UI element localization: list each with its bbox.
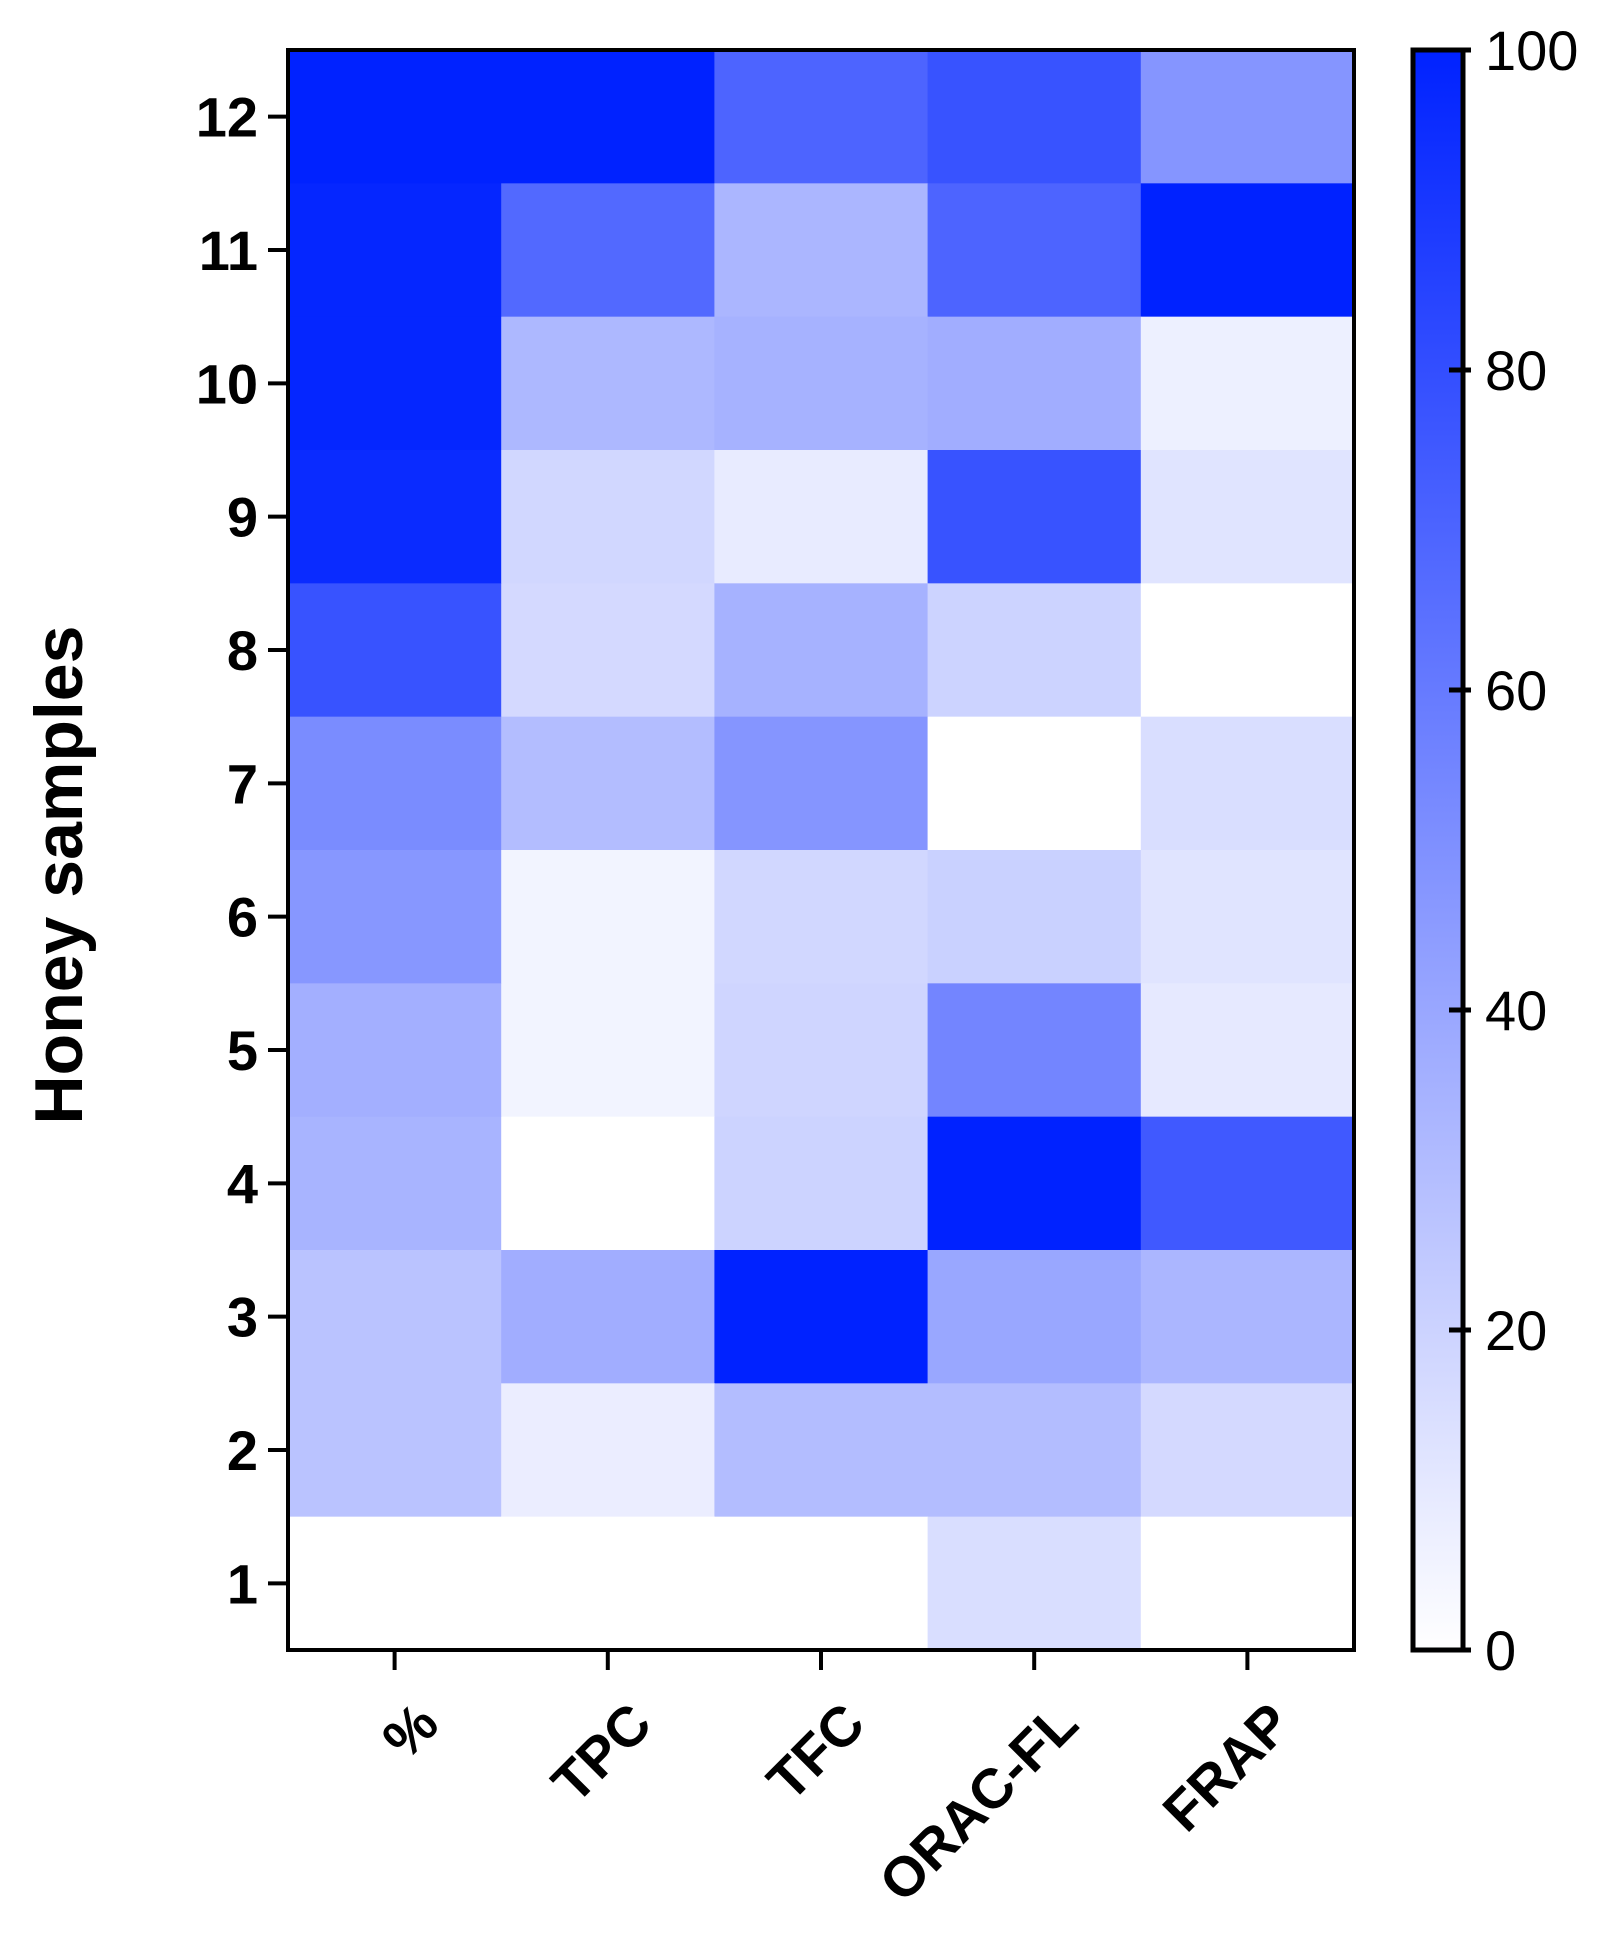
heatmap-cell [288, 50, 502, 184]
heatmap-cell [288, 183, 502, 318]
heatmap-cell [927, 450, 1142, 584]
row-tick-label: 10 [196, 352, 258, 415]
heatmap-cell [501, 1250, 715, 1384]
heatmap-cell [1140, 983, 1355, 1118]
heatmap-cell [501, 316, 715, 451]
heatmap-cell [927, 1116, 1142, 1251]
heatmap-cell [927, 716, 1142, 851]
heatmap-plot-area [286, 48, 1356, 1652]
row-tick-label: 2 [227, 1419, 258, 1482]
row-tick-label: 6 [227, 886, 258, 949]
heatmap-cell [1140, 183, 1355, 318]
heatmap-cell [288, 716, 502, 851]
column-tick-label: TFC [755, 1691, 877, 1813]
heatmap-cell [714, 1116, 929, 1251]
heatmap-cell [714, 450, 929, 584]
heatmap-cell [927, 183, 1142, 318]
colorbar-frame [1410, 47, 1466, 1653]
column-tick-label: TPC [539, 1691, 663, 1815]
heatmap-cell [1140, 850, 1355, 984]
heatmap-cell [501, 983, 715, 1118]
row-tick-group: 12 11 10 9 8 7 6 5 4 3 2 1 [196, 86, 288, 1615]
heatmap-cell [288, 583, 502, 718]
heatmap-cell [714, 50, 929, 184]
heatmap-cell [927, 850, 1142, 984]
heatmap-cell [1140, 1516, 1355, 1651]
heatmap-cell [288, 983, 502, 1118]
colorbar-tick-label: 80 [1485, 339, 1547, 402]
heatmap-cell [714, 316, 929, 451]
heatmap-cell [1140, 1383, 1355, 1518]
heatmap-cell [1140, 1116, 1355, 1251]
heatmap-cell [288, 1516, 502, 1651]
column-tick-label: FRAP [1150, 1691, 1302, 1843]
heatmap-cell [288, 1116, 502, 1251]
row-tick-label: 11 [199, 219, 258, 282]
heatmap-cell [927, 316, 1142, 451]
heatmap-cell [288, 850, 502, 984]
heatmap-cell [1140, 316, 1355, 451]
heatmap-cell [714, 583, 929, 718]
colorbar-tick-label: 60 [1485, 659, 1547, 722]
heatmap-cell [927, 1383, 1142, 1518]
heatmap-cell [288, 1383, 502, 1518]
heatmap-cell [714, 716, 929, 851]
row-tick-label: 1 [227, 1552, 258, 1615]
heatmap-cell [927, 1250, 1142, 1384]
heatmap-cell [501, 183, 715, 318]
colorbar-tick-label: 0 [1485, 1619, 1516, 1682]
heatmap-cell [1140, 450, 1355, 584]
column-tick-label: ORAC-FL [867, 1691, 1090, 1914]
heatmap-cell [714, 1250, 929, 1384]
heatmap-cell [927, 1516, 1142, 1651]
row-tick-label: 12 [196, 86, 258, 149]
heatmap-cell [288, 1250, 502, 1384]
heatmap-cell [927, 583, 1142, 718]
heatmap-cell [1140, 1250, 1355, 1384]
heatmap-cell [714, 850, 929, 984]
heatmap-cell [714, 1516, 929, 1651]
heatmap-cell [927, 983, 1142, 1118]
row-tick-label: 4 [227, 1152, 258, 1215]
heatmap-cell [288, 316, 502, 451]
colorbar-tick-label: 40 [1485, 979, 1547, 1042]
column-tick-label: % [370, 1691, 450, 1771]
heatmap-cell [501, 1516, 715, 1651]
row-tick-label: 7 [227, 752, 258, 815]
row-tick-label: 5 [227, 1019, 258, 1082]
heatmap-cell [714, 1383, 929, 1518]
heatmap-cell [501, 1383, 715, 1518]
heatmap-cell [501, 850, 715, 984]
row-tick-label: 8 [227, 619, 258, 682]
heatmap-cell [501, 583, 715, 718]
heatmap-cell [288, 450, 502, 584]
colorbar: 0 20 40 60 80 100 [1410, 19, 1578, 1682]
heatmap-cell [501, 450, 715, 584]
y-axis-label: Honey samples [21, 626, 97, 1125]
row-tick-label: 9 [227, 486, 258, 549]
colorbar-gradient [1413, 50, 1463, 1650]
heatmap-cell [1140, 50, 1355, 184]
colorbar-tick-label: 20 [1485, 1299, 1547, 1362]
heatmap-cell [1140, 716, 1355, 851]
heatmap-cell [501, 1116, 715, 1251]
heatmap-cell [714, 983, 929, 1118]
row-tick-label: 3 [227, 1286, 258, 1349]
heatmap-cell [1140, 583, 1355, 718]
heatmap-cell [714, 183, 929, 318]
heatmap-cell [501, 50, 715, 184]
colorbar-tick-label: 100 [1485, 19, 1578, 82]
heatmap-cell [927, 50, 1142, 184]
heatmap-cell [501, 716, 715, 851]
